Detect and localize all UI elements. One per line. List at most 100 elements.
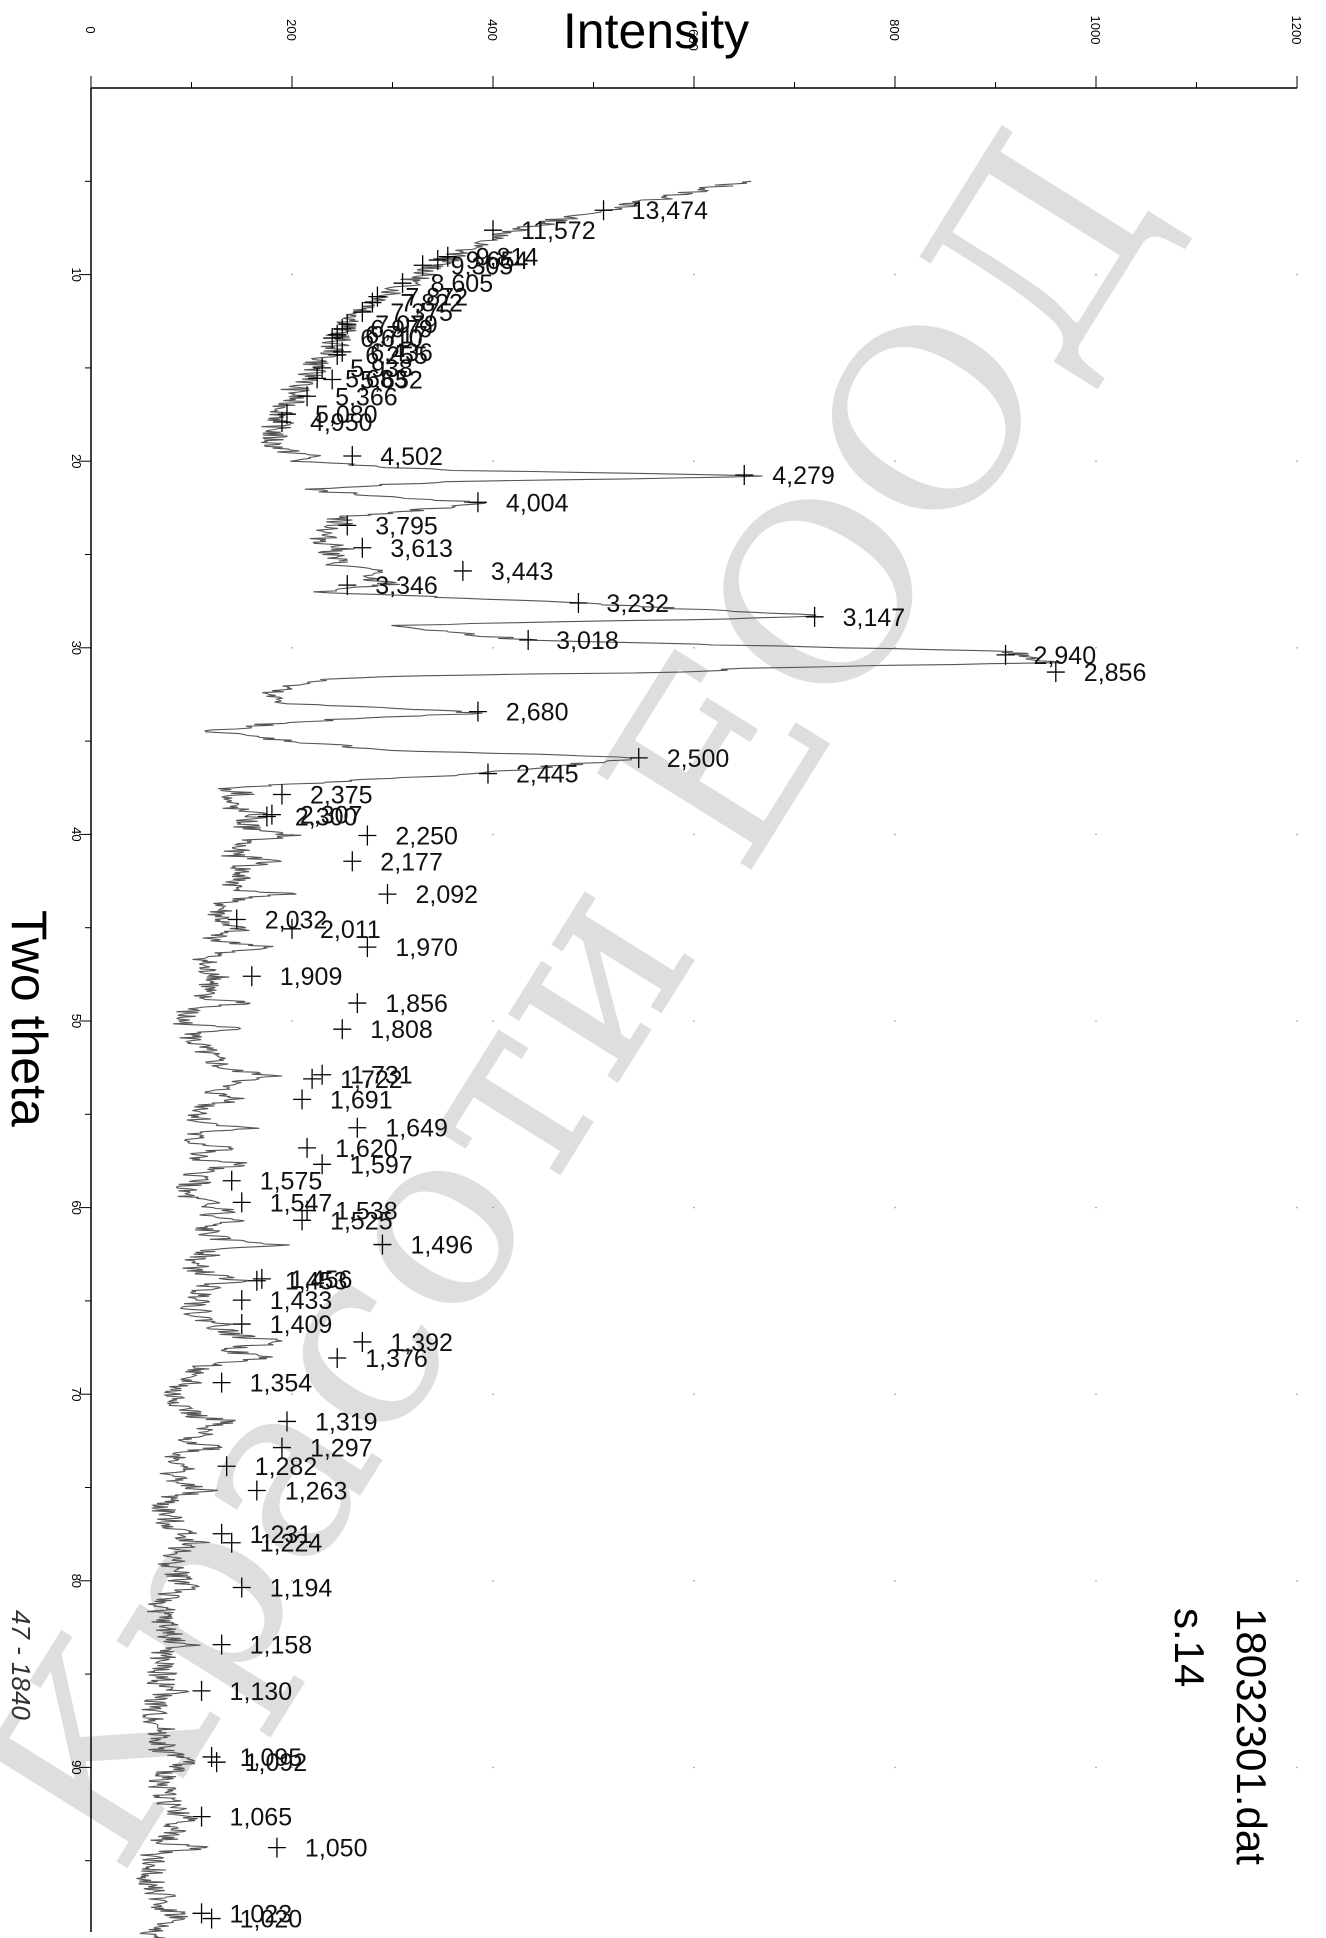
grid-dot xyxy=(492,1020,494,1022)
grid-dot xyxy=(693,1206,695,1209)
peak-d-spacing-label: 7,872 xyxy=(405,284,468,312)
peak-d-spacing-label: 1,095 xyxy=(240,1744,303,1772)
grid-dot xyxy=(1296,1206,1298,1209)
peak-d-spacing-label: 2,092 xyxy=(415,881,478,909)
watermark: Красоти ЕООД xyxy=(0,84,1216,1912)
peak-d-spacing-label: 9,814 xyxy=(476,244,539,272)
peak-d-spacing-label: 4,502 xyxy=(380,443,443,471)
peak-d-spacing-label: 1,597 xyxy=(350,1151,413,1179)
grid-dot xyxy=(291,1206,293,1209)
grid-dot xyxy=(1095,273,1097,276)
grid-dot xyxy=(693,647,695,649)
grid-dot xyxy=(1296,1580,1298,1582)
grid-dot xyxy=(1296,833,1298,836)
intensity-tick-label: 400 xyxy=(485,19,500,41)
grid-dots xyxy=(291,273,1298,1769)
peak-d-spacing-label: 3,018 xyxy=(556,627,619,655)
grid-dot xyxy=(291,1766,293,1769)
grid-dot xyxy=(1296,460,1298,463)
grid-dot xyxy=(1296,1393,1298,1395)
peak-d-spacing-label: 1,023 xyxy=(230,1900,293,1928)
grid-dot xyxy=(291,647,293,649)
grid-dot xyxy=(894,1020,896,1022)
peak-d-spacing-label: 1,065 xyxy=(230,1804,293,1832)
intensity-tick-label: 1000 xyxy=(1088,16,1103,45)
peak-d-spacing-label: 7,079 xyxy=(375,311,438,339)
grid-dot xyxy=(894,273,896,276)
grid-dot xyxy=(1095,647,1097,649)
grid-dot xyxy=(1095,460,1097,463)
peak-d-spacing-label: 1,547 xyxy=(270,1189,333,1217)
peak-d-spacing-label: 6,717 xyxy=(365,322,428,350)
grid-dot xyxy=(894,1580,896,1582)
grid-dot xyxy=(492,1580,494,1582)
intensity-tick-label: 600 xyxy=(686,29,701,51)
peak-d-spacing-label: 2,445 xyxy=(516,761,579,789)
two-theta-tick-label: 40 xyxy=(69,827,84,841)
grid-dot xyxy=(894,1393,896,1395)
peak-d-spacing-label: 9,654 xyxy=(466,247,529,275)
peak-d-spacing-label: 1,453 xyxy=(285,1268,348,1296)
sample-label: s.14 xyxy=(1166,1608,1213,1687)
peak-d-spacing-label: 1,538 xyxy=(335,1198,398,1226)
peak-d-spacing-label: 1,691 xyxy=(330,1086,393,1114)
grid-dot xyxy=(1095,1206,1097,1209)
peak-d-spacing-label: 1,050 xyxy=(305,1835,368,1863)
grid-dot xyxy=(291,1393,293,1395)
peak-d-spacing-label: 1,282 xyxy=(255,1453,318,1481)
peak-d-spacing-label: 8,605 xyxy=(431,270,494,298)
grid-dot xyxy=(693,460,695,463)
peak-d-spacing-label: 3,232 xyxy=(606,590,669,618)
peak-d-spacing-label: 1,856 xyxy=(385,990,448,1018)
peak-d-spacing-label: 2,300 xyxy=(295,803,358,831)
peak-d-spacing-label: 2,250 xyxy=(395,823,458,851)
peak-d-spacing-label: 1,092 xyxy=(245,1749,308,1777)
peak-d-spacing-label: 9,305 xyxy=(451,252,514,280)
peak-d-spacing-label: 6,436 xyxy=(370,339,433,367)
peak-d-spacing-label: 1,263 xyxy=(285,1477,348,1505)
peak-d-spacing-label: 1,575 xyxy=(260,1168,323,1196)
watermark-text: Красоти ЕООД xyxy=(0,84,1216,1912)
peak-d-spacing-label: 1,525 xyxy=(330,1207,393,1235)
peak-d-spacing-label: 2,307 xyxy=(300,802,363,830)
grid-dot xyxy=(894,460,896,463)
intensity-tick-label: 0 xyxy=(83,26,98,33)
intensity-tick-label: 800 xyxy=(887,19,902,41)
grid-dot xyxy=(291,1580,293,1582)
peak-d-spacing-label: 2,500 xyxy=(667,745,730,773)
peak-d-spacing-label: 1,194 xyxy=(270,1575,333,1603)
peak-d-spacing-label: 1,020 xyxy=(240,1906,303,1934)
peak-d-spacing-label: 1,722 xyxy=(340,1066,403,1094)
peak-d-spacing-label: 1,808 xyxy=(370,1016,433,1044)
peak-d-spacing-label: 1,297 xyxy=(310,1435,373,1463)
peak-d-spacing-label: 1,354 xyxy=(250,1370,313,1398)
grid-dot xyxy=(693,273,695,276)
grid-dot xyxy=(1296,647,1298,649)
peak-d-spacing-label: 2,011 xyxy=(320,916,381,944)
two-theta-axis-title: Two theta xyxy=(1,910,57,1127)
grid-dot xyxy=(693,1020,695,1022)
intensity-tick-label: 200 xyxy=(284,19,299,41)
grid-dot xyxy=(492,1206,494,1209)
peak-d-spacing-label: 4,950 xyxy=(310,409,373,437)
peak-d-spacing-label: 1,909 xyxy=(280,963,343,991)
two-theta-tick-label: 30 xyxy=(69,641,84,655)
peak-d-spacing-label: 1,319 xyxy=(315,1408,378,1436)
grid-dot xyxy=(693,1580,695,1582)
peak-d-spacing-label: 3,147 xyxy=(843,604,906,632)
axes: 0 200 400 600 800 1000 1200 10 20 30 40 50 60 70 80 90 xyxy=(69,16,1304,1932)
peak-d-spacing-label: 1,496 xyxy=(410,1232,473,1260)
grid-dot xyxy=(1095,1580,1097,1582)
grid-dot xyxy=(492,647,494,649)
peak-d-spacing-label: 3,443 xyxy=(491,558,554,586)
grid-dot xyxy=(693,833,695,836)
peak-d-spacing-label: 2,375 xyxy=(310,781,373,809)
peak-d-spacing-label: 6,255 xyxy=(365,342,428,370)
peak-d-spacing-label: 2,680 xyxy=(506,699,569,727)
grid-dot xyxy=(1095,833,1097,836)
grid-dot xyxy=(1095,1393,1097,1395)
peak-d-spacing-label: 5,683 xyxy=(345,365,408,393)
peak-d-spacing-label: 5,652 xyxy=(360,366,423,394)
grid-dot xyxy=(693,1766,695,1769)
